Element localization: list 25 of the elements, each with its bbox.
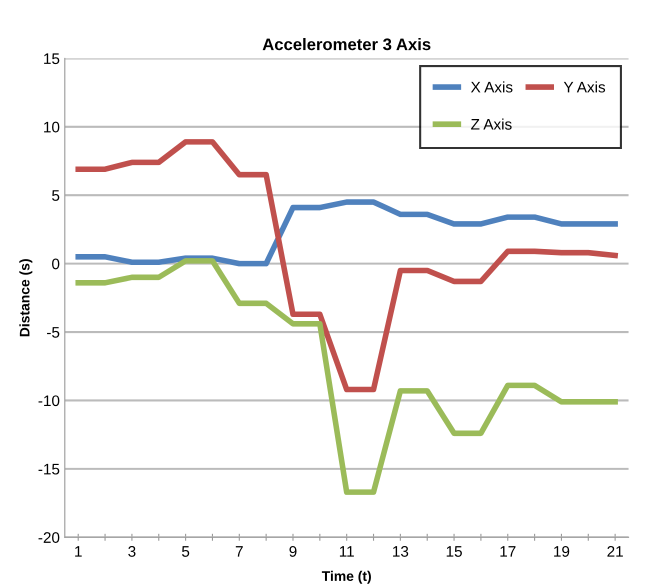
x-tick-label: 15: [446, 546, 462, 557]
y-tick-label: -20: [38, 532, 60, 543]
y-tick-label: -10: [38, 395, 60, 406]
legend-label: X Axis: [470, 81, 512, 93]
x-tick-label: 17: [500, 546, 516, 557]
legend-label: Y Axis: [564, 81, 606, 93]
y-tick-label: 5: [52, 190, 60, 201]
x-tick-label: 11: [340, 546, 354, 557]
y-tick-label: 15: [44, 53, 60, 64]
x-tick-label: 3: [128, 546, 136, 557]
x-tick-label: 21: [607, 546, 623, 557]
x-tick-label: 5: [182, 546, 190, 557]
y-tick-label: 0: [52, 258, 60, 270]
y-tick-label: -5: [47, 327, 60, 338]
legend-label: Z Axis: [471, 118, 512, 130]
x-axis-title: Time (t): [322, 570, 371, 584]
x-tick-label: 19: [554, 546, 570, 557]
x-tick-label: 13: [393, 546, 408, 557]
x-tick-label: 1: [75, 546, 82, 557]
chart-title: Accelerometer 3 Axis: [262, 38, 430, 50]
y-axis-title: Distance (s): [19, 259, 32, 336]
y-tick-label: 10: [44, 122, 60, 132]
y-tick-label: -15: [38, 464, 60, 475]
x-tick-label: 9: [289, 546, 297, 557]
x-tick-label: 7: [236, 546, 243, 557]
